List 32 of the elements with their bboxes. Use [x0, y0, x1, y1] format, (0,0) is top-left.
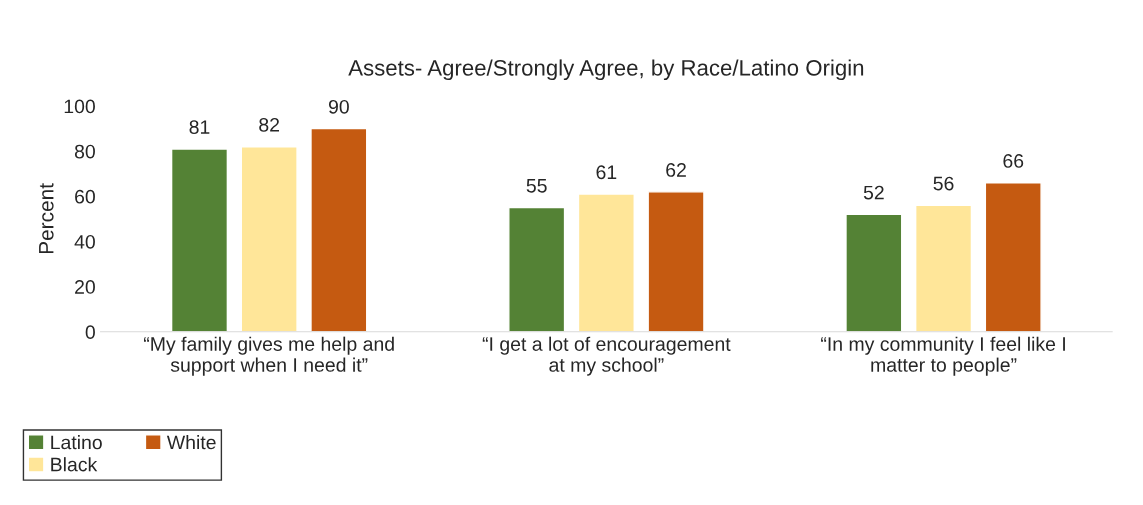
data-label: 66 — [1003, 154, 1024, 168]
bar — [310, 127, 368, 332]
y-tick-label: 0 — [85, 325, 95, 340]
bar — [577, 193, 635, 332]
y-tick-label: 40 — [74, 234, 95, 249]
y-tick-label: 100 — [64, 99, 95, 114]
data-label: 52 — [863, 185, 884, 200]
data-label: 61 — [596, 165, 617, 180]
x-tick-label: “In my community I feel like I matter to people” — [821, 336, 1065, 376]
legend-label: Latino — [51, 435, 102, 450]
data-label: 82 — [259, 117, 280, 132]
x-tick-label: “My family gives me help and support when I need it” — [144, 336, 394, 376]
bar — [647, 191, 705, 332]
legend-label: Black — [51, 457, 98, 472]
bar — [170, 148, 229, 332]
data-label: 81 — [189, 120, 210, 134]
y-tick-label: 80 — [74, 144, 95, 159]
data-label: 62 — [666, 163, 686, 177]
chart-title: Assets- Agree/Strongly Agree, by Race/Latino Origin — [348, 59, 864, 81]
data-label: 55 — [526, 179, 547, 193]
data-label: 90 — [328, 99, 349, 114]
x-tick-label: “I get a lot of encouragement at my school” — [482, 336, 731, 376]
bar — [984, 182, 1042, 332]
legend-label: White — [166, 435, 216, 450]
bar — [845, 213, 903, 332]
y-tick-label: 60 — [75, 189, 95, 204]
data-label: 56 — [933, 176, 954, 191]
y-axis-title: Percent — [39, 183, 54, 254]
bar — [508, 206, 566, 332]
y-tick-label: 20 — [75, 280, 95, 294]
bar — [914, 204, 973, 332]
bar — [240, 145, 298, 332]
